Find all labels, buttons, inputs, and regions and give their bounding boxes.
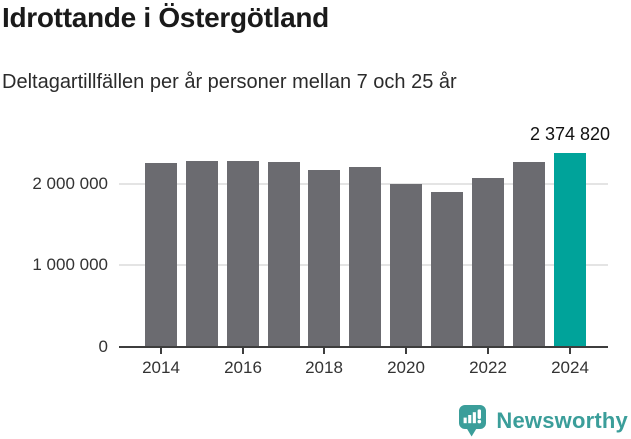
x-axis-tick-2024 — [569, 348, 571, 354]
x-axis-tick-2022 — [487, 348, 489, 354]
bar-2018 — [308, 170, 340, 347]
y-axis-label: 0 — [98, 337, 108, 356]
bar-2017 — [268, 162, 300, 347]
x-axis-label: 2018 — [305, 358, 343, 377]
chart-title: Idrottande i Östergötland — [2, 2, 329, 33]
x-axis-line — [119, 346, 608, 348]
bar-2019 — [349, 167, 381, 347]
y-axis-label: 2 000 000 — [32, 173, 108, 193]
bar-2016 — [227, 161, 259, 347]
bar-2023 — [513, 162, 545, 347]
x-axis-tick-2014 — [160, 348, 162, 354]
newsworthy-logo-icon — [459, 405, 487, 437]
x-axis-label: 2016 — [224, 358, 262, 377]
footer-brand: Newsworthy — [459, 404, 628, 438]
bar-2015 — [186, 161, 218, 347]
x-axis-label: 2024 — [551, 358, 589, 377]
x-axis-label: 2020 — [387, 358, 425, 377]
y-axis-label: 1 000 000 — [32, 255, 108, 275]
x-axis-tick-2020 — [405, 348, 407, 354]
x-axis-label: 2022 — [469, 358, 507, 377]
bar-2022 — [472, 178, 504, 347]
x-axis-label: 2014 — [142, 358, 180, 377]
bar-2021 — [431, 192, 463, 347]
bar-2020 — [390, 184, 422, 347]
chart-subtitle: Deltagartillfällen per år personer mella… — [2, 71, 457, 93]
brand-name: Newsworthy — [496, 408, 628, 433]
x-axis-tick-2016 — [242, 348, 244, 354]
value-label: 2 374 820 — [529, 124, 611, 144]
bar-2014 — [145, 163, 177, 347]
x-axis-tick-2018 — [323, 348, 325, 354]
bar-2024 — [554, 153, 586, 347]
